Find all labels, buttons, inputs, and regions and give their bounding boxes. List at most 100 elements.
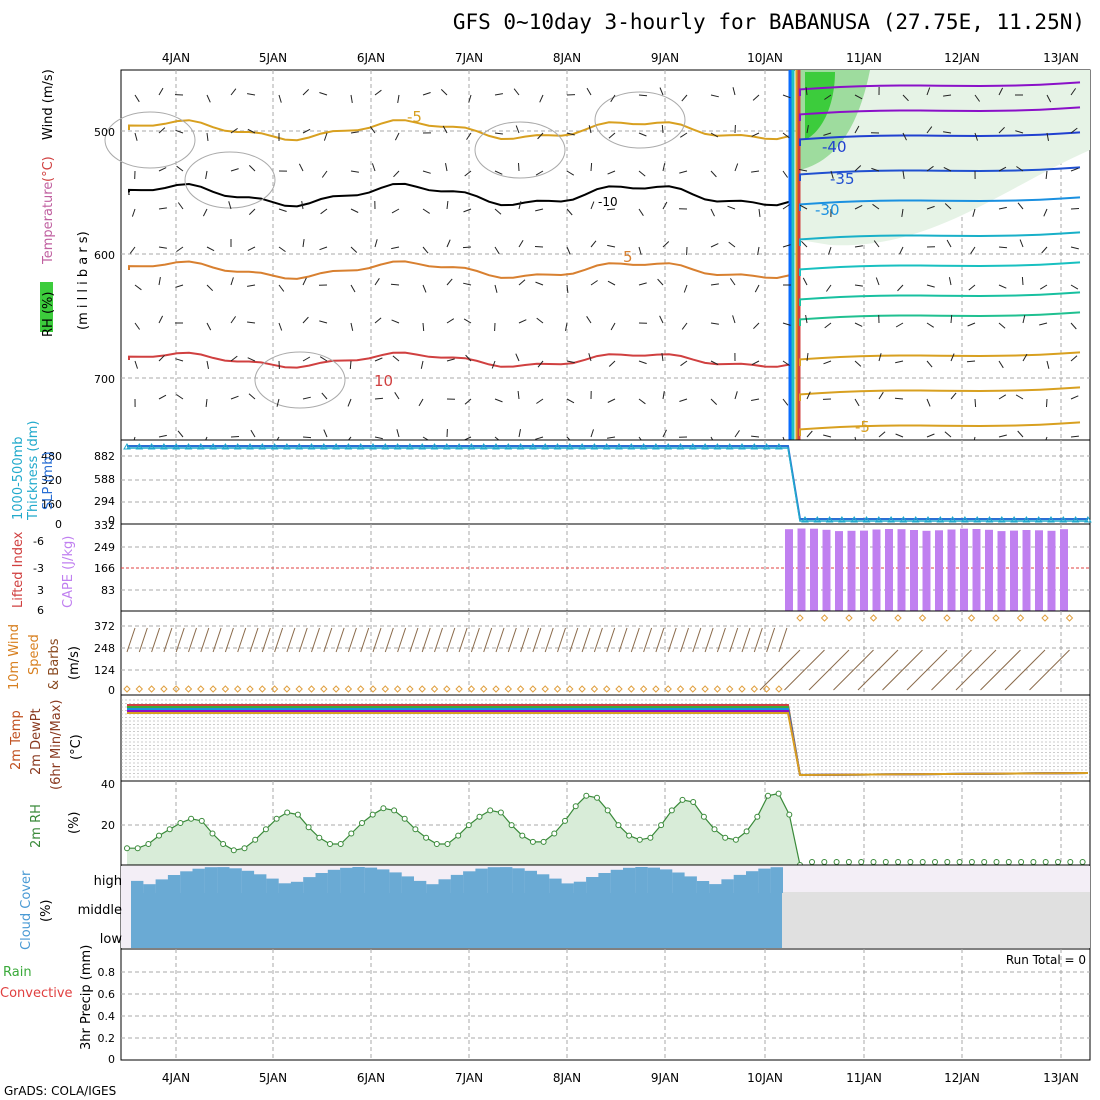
date-label: 9JAN — [651, 51, 679, 65]
rh2m-point — [369, 811, 376, 818]
wind-barb — [1022, 315, 1026, 324]
wind10-marker — [172, 685, 180, 693]
rh2m-point — [775, 790, 782, 797]
wind10-barb — [495, 627, 505, 653]
bottom-date-axis: 4JAN 5JAN 6JAN 7JAN 8JAN 9JAN 10JAN 11JAN 12JAN 1… — [162, 1071, 1079, 1085]
wind-barb — [734, 163, 739, 172]
thickness-tick: 160 — [41, 498, 62, 511]
wind-barb — [926, 322, 934, 328]
slp-marker — [813, 516, 822, 523]
wind-barb — [782, 94, 791, 99]
wind-barb — [588, 353, 592, 362]
wind10-label: 10m Wind — [7, 624, 22, 690]
rh2m-point — [188, 815, 195, 822]
cloud-high-bar — [278, 883, 291, 893]
wind-barb — [158, 354, 165, 362]
rh-label: RH (%) — [41, 292, 56, 337]
date-label: 12JAN — [944, 51, 980, 65]
wind10-barb — [520, 627, 530, 653]
wind10-marker — [246, 685, 254, 693]
wind10-barb — [692, 627, 702, 653]
wind-barb — [206, 132, 209, 141]
wind-barb — [319, 356, 328, 362]
wind-barb — [230, 355, 238, 362]
wind-barb — [823, 132, 832, 136]
wind-barb — [681, 322, 688, 330]
rh2m-point — [540, 838, 547, 845]
rh2m-point — [562, 817, 568, 824]
cloud-high-bar — [266, 878, 279, 893]
wind10-barb — [643, 627, 653, 653]
wind-barb — [659, 315, 664, 324]
wind-barb — [464, 398, 472, 405]
rh2m-point — [882, 859, 889, 865]
slp-label: SLP (mb) — [41, 451, 56, 510]
rh2m-point — [124, 845, 130, 852]
isotherm-line — [799, 131, 1081, 146]
li-tick: 3 — [37, 584, 44, 597]
wind-barb — [824, 94, 832, 100]
wind-label: Wind (m/s) — [41, 69, 56, 140]
wind-barb — [998, 394, 1007, 400]
slp-marker — [924, 516, 932, 523]
wind-barb — [158, 394, 167, 400]
slp-marker — [356, 443, 365, 450]
slp-marker — [172, 443, 181, 450]
wind10-barb — [680, 627, 689, 653]
wind-barb — [902, 170, 905, 179]
wind10-barb — [630, 627, 640, 653]
cloud-high-bar — [746, 871, 759, 893]
wind-barb — [566, 208, 573, 216]
isotherm-line — [799, 421, 1081, 436]
slp-marker — [825, 516, 834, 523]
wind-barb — [758, 208, 761, 217]
cloud-high-bar — [315, 873, 328, 893]
wind-barb — [782, 244, 791, 248]
wind-barb — [228, 201, 232, 210]
wind10-barb — [778, 627, 788, 653]
wind-barb — [732, 87, 736, 96]
wind-barb — [515, 125, 520, 134]
wind-barb — [638, 246, 642, 255]
wind-barb — [662, 429, 667, 438]
wind-barb — [158, 315, 164, 324]
rh2m-point — [1079, 859, 1086, 865]
wind10-marker — [258, 685, 267, 693]
cape-bar — [885, 529, 893, 611]
contour-label: 5 — [623, 248, 633, 266]
rh2m-point — [594, 794, 600, 801]
wind10-barb — [483, 627, 493, 653]
precip-tick: 0.2 — [98, 1032, 116, 1045]
wind10-barb — [759, 649, 801, 691]
wind10-marker — [796, 614, 804, 622]
slp-marker — [664, 443, 673, 450]
cape-bar — [835, 531, 843, 611]
slp-marker — [775, 443, 783, 450]
wind10-marker — [775, 685, 783, 693]
wind-barb — [391, 246, 400, 250]
wind-barb — [710, 208, 715, 217]
cape-bar — [1060, 529, 1068, 611]
wind10-marker — [270, 685, 279, 693]
wind-barb — [950, 353, 955, 362]
wind10-marker — [566, 685, 574, 693]
rh2m-point — [981, 859, 988, 865]
slp-marker — [270, 443, 279, 450]
wind10-marker — [541, 685, 549, 693]
cloud-high-bar — [586, 877, 599, 893]
wind10-marker — [283, 685, 291, 693]
slp-marker — [479, 443, 488, 450]
slp-marker — [553, 443, 562, 450]
wind10-barb — [335, 627, 345, 653]
cloud-high-bar — [721, 879, 734, 893]
cloud-high-bar — [217, 867, 230, 893]
wind-barb — [134, 360, 138, 369]
rh2m-point — [732, 836, 739, 843]
thickness-tick: 480 — [41, 450, 62, 463]
cloud-background — [782, 892, 1090, 948]
rh2m-point — [583, 792, 590, 799]
wind10-marker — [1065, 614, 1074, 622]
slp-marker — [762, 443, 771, 450]
wind10-barb — [458, 627, 468, 653]
wind-barb — [854, 360, 862, 367]
